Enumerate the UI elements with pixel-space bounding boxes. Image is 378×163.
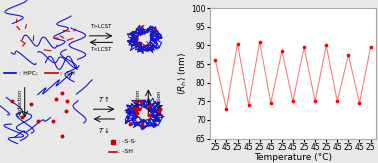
Text: T<LCST: T<LCST [90, 47, 112, 52]
Point [268, 102, 274, 104]
Text: : HPC;: : HPC; [19, 71, 37, 76]
Point [290, 100, 296, 103]
X-axis label: Temperature (°C): Temperature (°C) [254, 153, 332, 162]
Point [334, 100, 340, 103]
Point [345, 53, 352, 56]
Point [212, 59, 218, 62]
Point [312, 100, 318, 103]
Text: : -SH: : -SH [60, 71, 75, 76]
Text: $T\uparrow$: $T\uparrow$ [98, 94, 110, 104]
Point [356, 102, 363, 104]
Point [323, 44, 329, 47]
Text: Oxidation: Oxidation [156, 89, 161, 116]
Point [301, 46, 307, 49]
Point [257, 40, 263, 43]
Text: $T\downarrow$: $T\downarrow$ [98, 126, 110, 135]
Text: : -S-S-: : -S-S- [118, 139, 137, 144]
Point [234, 42, 240, 45]
Text: Reduction: Reduction [135, 89, 140, 116]
Point [223, 107, 229, 110]
Y-axis label: $\langle R_h \rangle$ (nm): $\langle R_h \rangle$ (nm) [177, 52, 188, 95]
Text: T>LCST: T>LCST [90, 24, 112, 29]
Point [367, 46, 373, 49]
Point [279, 50, 285, 52]
Point [246, 104, 252, 106]
Text: Reduction: Reduction [17, 89, 22, 116]
Text: : -SH: : -SH [118, 149, 133, 154]
